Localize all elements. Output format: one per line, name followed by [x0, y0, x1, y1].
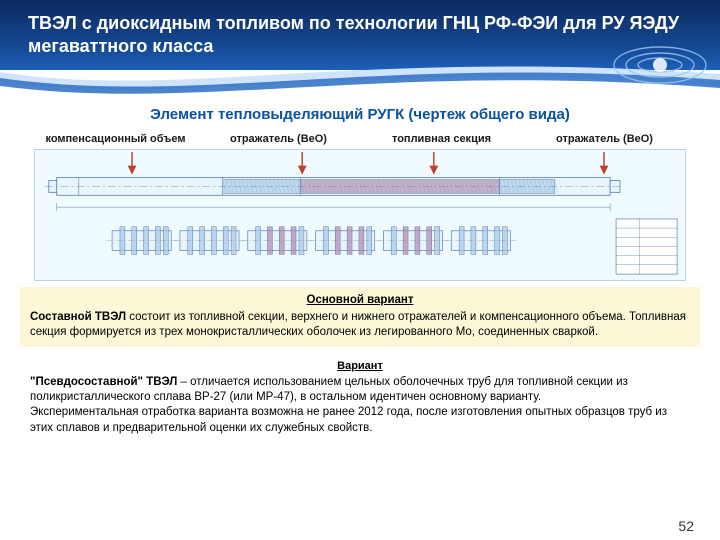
- pseudo-variant-heading: Вариант: [30, 359, 690, 374]
- main-variant-body: Составной ТВЭЛ состоит из топливной секц…: [30, 310, 690, 340]
- slide-header: ТВЭЛ с диоксидным топливом по технологии…: [0, 0, 720, 100]
- label-reflector-top: отражатель (BeO): [197, 133, 360, 145]
- page-number: 52: [678, 518, 694, 534]
- label-fuel-section: топливная секция: [360, 133, 523, 145]
- subtitle: Элемент тепловыделяющий РУГК (чертеж общ…: [0, 106, 720, 123]
- main-variant-box: Основной вариант Составной ТВЭЛ состоит …: [20, 287, 700, 347]
- label-compensation: компенсационный объем: [34, 133, 197, 145]
- main-variant-heading: Основной вариант: [30, 293, 690, 308]
- label-reflector-bot: отражатель (BeO): [523, 133, 686, 145]
- pseudo-variant-box: Вариант "Псевдосоставной" ТВЭЛ – отличае…: [20, 353, 700, 442]
- engineering-drawing: [34, 149, 686, 281]
- callout-labels: компенсационный объем отражатель (BeO) т…: [34, 133, 686, 145]
- slide-title: ТВЭЛ с диоксидным топливом по технологии…: [28, 12, 692, 57]
- pseudo-variant-body: "Псевдосоставной" ТВЭЛ – отличается испо…: [30, 375, 690, 436]
